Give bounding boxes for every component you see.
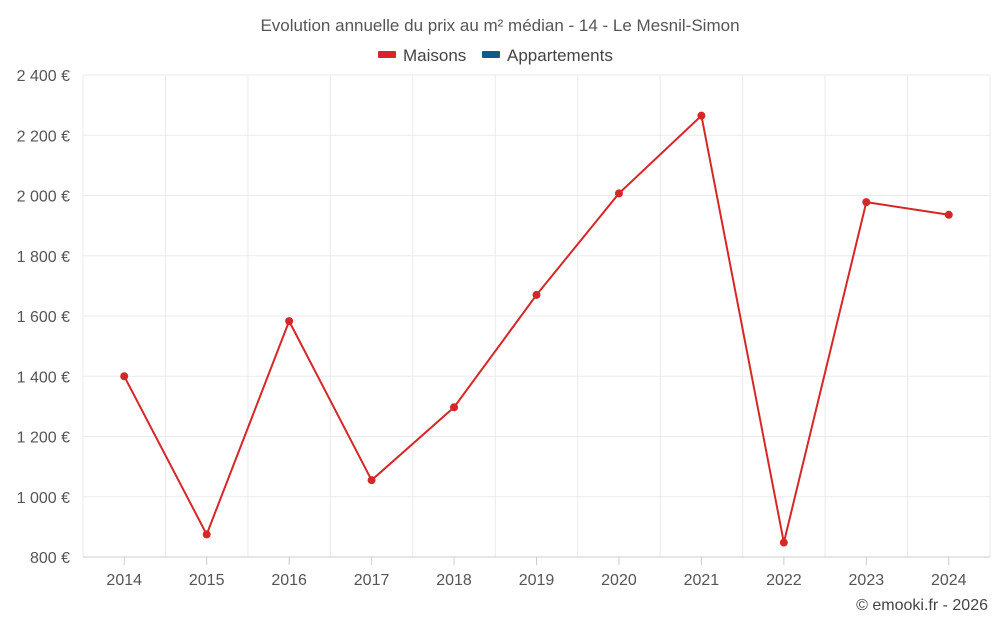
y-tick-label: 2 400 € <box>17 68 70 85</box>
x-tick-label: 2021 <box>684 572 720 589</box>
data-point-maisons-2017[interactable] <box>367 476 376 485</box>
y-tick-label: 2 200 € <box>17 128 70 145</box>
y-tick-label: 1 400 € <box>17 369 70 386</box>
x-tick-label: 2015 <box>189 572 225 589</box>
x-tick-label: 2018 <box>436 572 472 589</box>
legend-label-appartements[interactable]: Appartements <box>507 46 613 65</box>
y-axis-ticks: 2 400 € 2 200 € 2 000 € 1 800 € 1 600 € 1 400… <box>17 68 70 567</box>
x-tick-label: 2023 <box>849 572 885 589</box>
x-tick-label: 2016 <box>271 572 307 589</box>
chart-title: Evolution annuelle du prix au m² médian … <box>260 16 739 35</box>
data-point-maisons-2022[interactable] <box>779 538 788 547</box>
x-tick-label: 2019 <box>519 572 555 589</box>
grid <box>82 74 991 558</box>
data-point-maisons-2020[interactable] <box>614 189 623 198</box>
x-tick-label: 2014 <box>106 572 142 589</box>
legend: Maisons Appartements <box>378 46 613 65</box>
series-maisons <box>120 111 953 547</box>
y-tick-label: 1 000 € <box>17 490 70 507</box>
x-tick-label: 2020 <box>601 572 637 589</box>
data-point-maisons-2023[interactable] <box>862 198 871 207</box>
y-tick-label: 800 € <box>30 550 70 567</box>
x-axis-ticks: 2014 2015 2016 2017 2018 2019 2020 2021 2022 2023… <box>106 557 967 589</box>
y-tick-label: 2 000 € <box>17 189 70 206</box>
y-tick-label: 1 600 € <box>17 309 70 326</box>
credit-text: © emooki.fr - 2026 <box>856 597 988 614</box>
data-point-maisons-2024[interactable] <box>944 210 953 219</box>
y-tick-label: 1 800 € <box>17 249 70 266</box>
data-point-maisons-2021[interactable] <box>697 111 706 120</box>
y-tick-label: 1 200 € <box>17 430 70 447</box>
x-tick-label: 2022 <box>766 572 802 589</box>
data-point-maisons-2016[interactable] <box>285 317 294 326</box>
data-point-maisons-2019[interactable] <box>532 290 541 299</box>
data-point-maisons-2014[interactable] <box>120 372 129 381</box>
legend-swatch-maisons[interactable] <box>378 51 396 58</box>
data-point-maisons-2018[interactable] <box>450 403 459 412</box>
x-tick-label: 2017 <box>354 572 390 589</box>
legend-label-maisons[interactable]: Maisons <box>403 46 466 65</box>
x-tick-label: 2024 <box>931 572 967 589</box>
legend-swatch-appartements[interactable] <box>482 51 500 58</box>
data-point-maisons-2015[interactable] <box>202 530 211 539</box>
